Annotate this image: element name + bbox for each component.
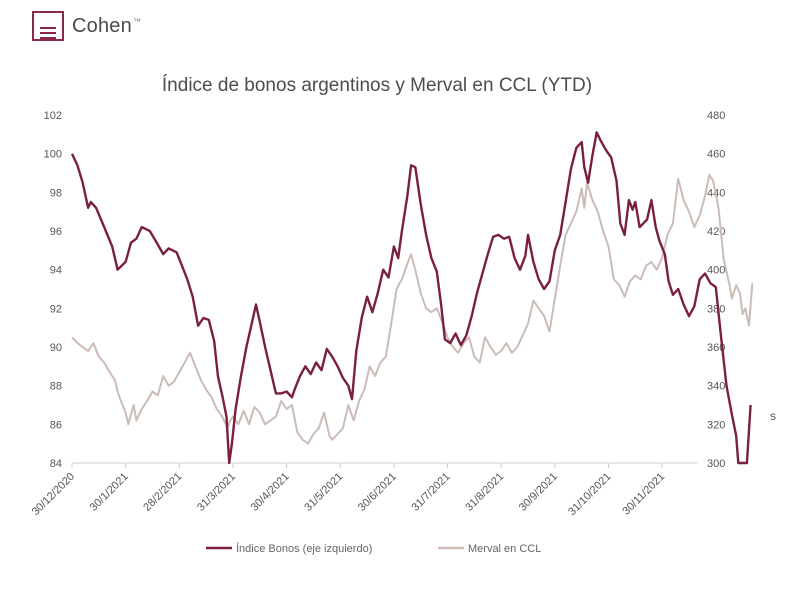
legend: Índice Bonos (eje izquierdo) Merval en CC… (206, 542, 541, 555)
left-tick-label: 100 (44, 149, 62, 161)
brand: Cohen™ (32, 11, 141, 41)
x-tick-label: 30/9/2021 (517, 471, 560, 514)
x-tick-label: 31/7/2021 (410, 471, 453, 514)
chart-title: Índice de bonos argentinos y Merval en C… (162, 75, 592, 96)
right-tick-label: 340 (707, 381, 725, 393)
stray-text: s (770, 409, 776, 423)
x-tick-label: 30/1/2021 (88, 471, 131, 514)
legend-label: Índice Bonos (eje izquierdo) (236, 542, 372, 555)
left-tick-label: 98 (50, 187, 62, 199)
x-tick-label: 30/6/2021 (356, 471, 399, 514)
right-tick-label: 320 (707, 419, 725, 431)
left-tick-label: 102 (44, 110, 62, 122)
x-tick-label: 30/4/2021 (249, 471, 292, 514)
x-tick-label: 30/11/2021 (620, 471, 667, 518)
x-tick-label: 31/10/2021 (566, 471, 613, 518)
cohen-logo-icon (32, 11, 64, 41)
left-tick-label: 88 (50, 381, 62, 393)
left-tick-label: 94 (50, 265, 62, 277)
legend-label: Merval en CCL (468, 543, 541, 555)
series-line-merval (71, 173, 754, 445)
series-line-bonos (70, 131, 752, 465)
x-tick-label: 30/12/2020 (30, 471, 77, 518)
right-tick-label: 480 (707, 110, 725, 122)
x-tick-label: 31/3/2021 (195, 471, 238, 514)
left-tick-label: 84 (50, 458, 62, 470)
right-tick-label: 400 (707, 265, 725, 277)
right-tick-label: 380 (707, 303, 725, 315)
x-tick-label: 31/8/2021 (463, 471, 506, 514)
left-tick-label: 86 (50, 419, 62, 431)
series-layer (70, 131, 754, 465)
right-tick-label: 420 (707, 226, 725, 238)
left-tick-label: 90 (50, 342, 62, 354)
right-tick-label: 460 (707, 149, 725, 161)
left-axis: 84 86 88 90 92 94 96 98 100 102 (44, 110, 62, 470)
x-tick-label: 28/2/2021 (141, 471, 184, 514)
x-tick-label: 31/5/2021 (302, 471, 345, 514)
x-axis: 30/12/2020 30/1/2021 28/2/2021 31/3/2021 30/… (30, 463, 667, 518)
left-tick-label: 92 (50, 303, 62, 315)
brand-name: Cohen™ (72, 14, 142, 37)
left-tick-label: 96 (50, 226, 62, 238)
right-tick-label: 300 (707, 458, 725, 470)
